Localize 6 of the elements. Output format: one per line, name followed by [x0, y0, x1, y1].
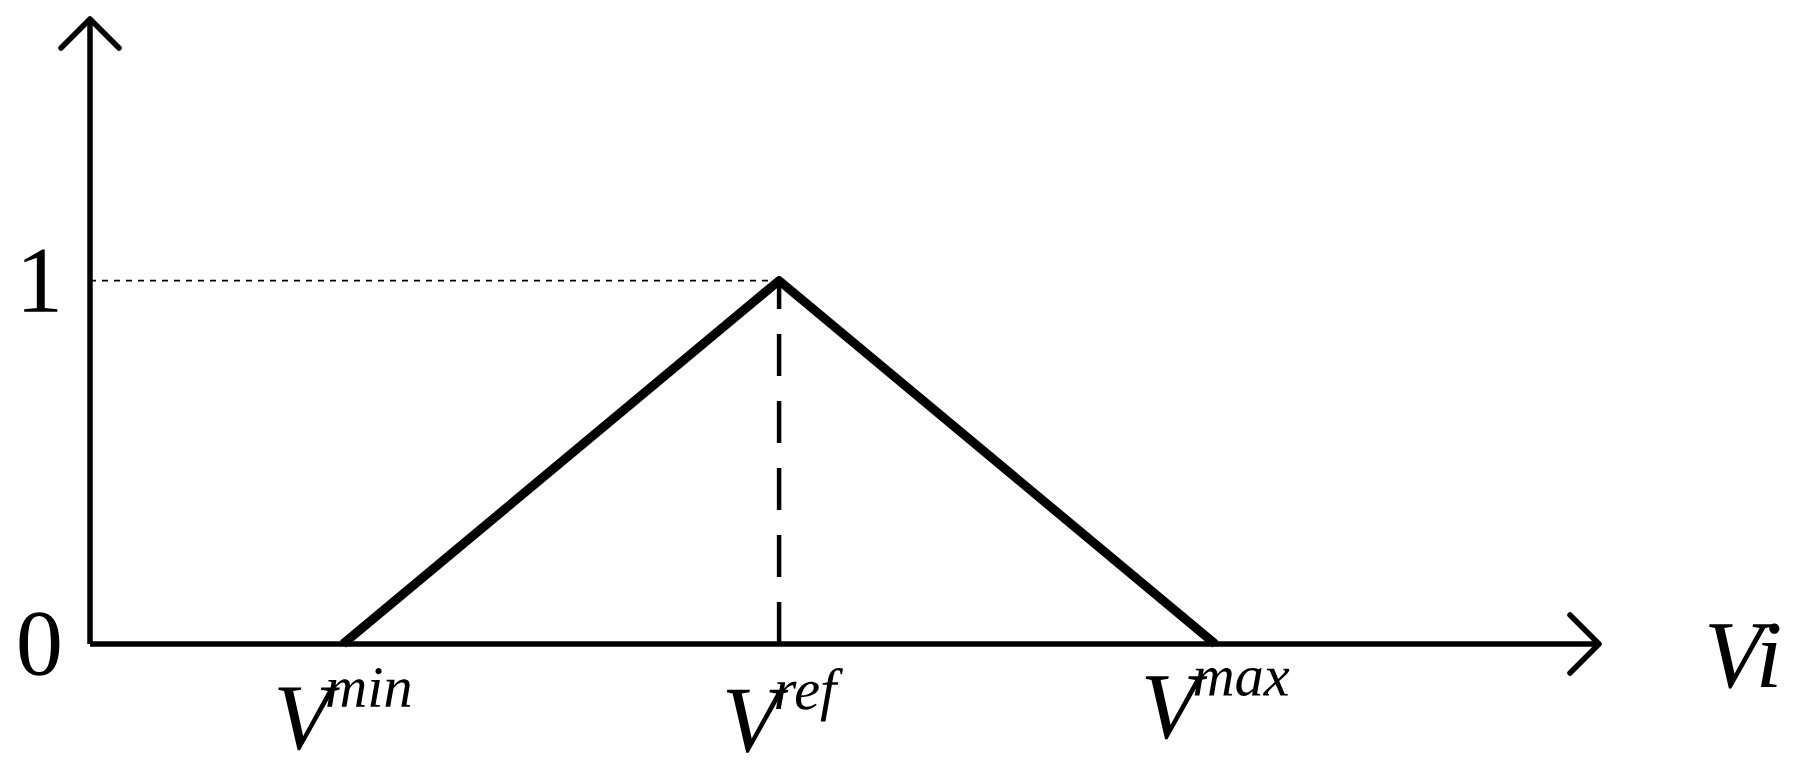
x-tick-label: V$^{min}$: [278, 668, 411, 751]
y-tick-label: 1: [24, 249, 58, 312]
x-axis-title: Vi: [1709, 623, 1780, 689]
y-tick-label: 0: [19, 612, 60, 676]
x-tick-label: V$^{ref}$: [726, 668, 843, 753]
x-tick-label: V$^{max}$: [1145, 668, 1290, 740]
